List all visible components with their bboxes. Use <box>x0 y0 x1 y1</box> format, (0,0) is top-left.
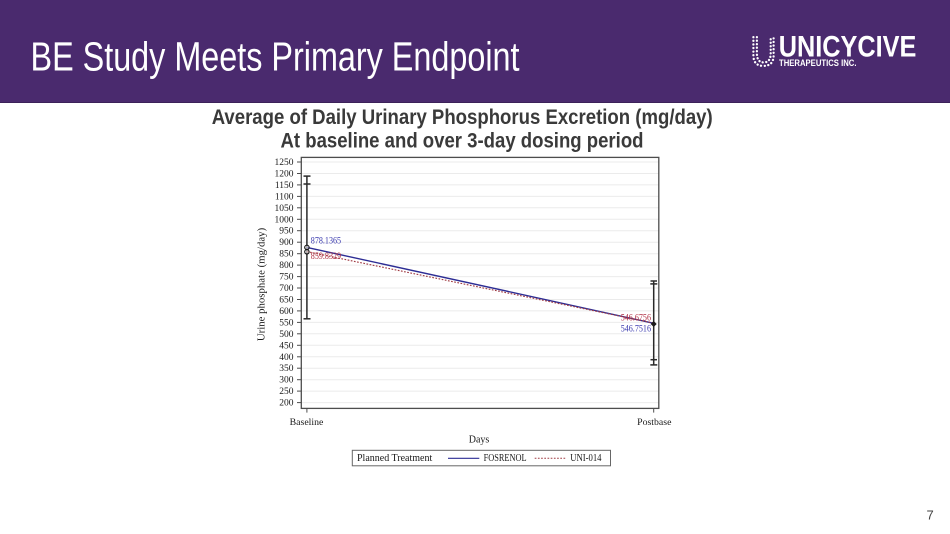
svg-text:7: 7 <box>927 508 934 523</box>
svg-text:850: 850 <box>279 250 294 260</box>
svg-text:1150: 1150 <box>275 181 294 191</box>
svg-text:300: 300 <box>279 376 294 386</box>
svg-text:Urine phosphate (mg/day): Urine phosphate (mg/day) <box>256 227 268 341</box>
svg-text:1100: 1100 <box>275 192 294 202</box>
svg-text:UNI-014: UNI-014 <box>570 453 601 464</box>
svg-text:546.6756: 546.6756 <box>621 313 652 323</box>
svg-text:800: 800 <box>279 261 294 271</box>
svg-text:THERAPEUTICS INC.: THERAPEUTICS INC. <box>779 58 857 69</box>
svg-text:UNICYCIVE: UNICYCIVE <box>779 30 917 63</box>
svg-text:900: 900 <box>279 238 294 248</box>
svg-text:1250: 1250 <box>275 158 294 168</box>
svg-text:At baseline and over 3-day dos: At baseline and over 3-day dosing period <box>281 130 644 153</box>
svg-text:950: 950 <box>279 227 294 237</box>
svg-text:859.8329: 859.8329 <box>311 251 342 261</box>
svg-text:BE Study Meets Primary Endpoin: BE Study Meets Primary Endpoint <box>31 34 520 80</box>
svg-text:350: 350 <box>279 364 294 374</box>
svg-text:450: 450 <box>279 341 294 351</box>
svg-text:1050: 1050 <box>275 204 294 214</box>
svg-text:550: 550 <box>279 318 294 328</box>
svg-text:250: 250 <box>279 387 294 397</box>
svg-text:600: 600 <box>279 307 294 317</box>
svg-text:878.1365: 878.1365 <box>311 236 342 246</box>
svg-text:200: 200 <box>279 399 294 409</box>
svg-text:546.7516: 546.7516 <box>621 324 652 334</box>
svg-text:Days: Days <box>469 435 490 446</box>
svg-text:700: 700 <box>279 284 294 294</box>
svg-text:Postbase: Postbase <box>637 417 672 428</box>
svg-text:Average of Daily Urinary Phosp: Average of Daily Urinary Phosphorus Excr… <box>212 106 713 129</box>
svg-text:400: 400 <box>279 353 294 363</box>
svg-text:1200: 1200 <box>275 170 294 180</box>
svg-text:Planned Treatment: Planned Treatment <box>357 453 432 464</box>
svg-text:1000: 1000 <box>275 215 294 225</box>
svg-text:Baseline: Baseline <box>290 417 324 428</box>
svg-text:500: 500 <box>279 330 294 340</box>
svg-text:FOSRENOL: FOSRENOL <box>484 453 527 464</box>
svg-text:750: 750 <box>279 273 294 283</box>
svg-text:650: 650 <box>279 296 294 306</box>
